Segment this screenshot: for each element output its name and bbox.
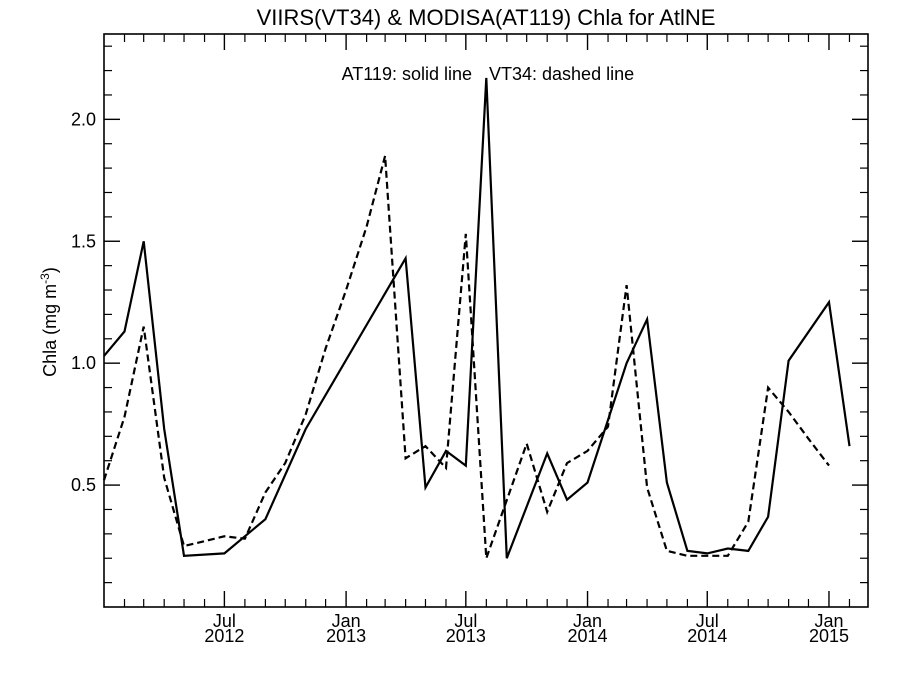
x-tick-label-year: 2013 bbox=[446, 626, 486, 646]
axes: 0.51.01.52.0Jul2012Jan2013Jul2013Jan2014… bbox=[71, 34, 868, 646]
y-tick-label: 0.5 bbox=[71, 475, 96, 495]
y-tick-label: 1.0 bbox=[71, 353, 96, 373]
x-tick-label-month: Jan bbox=[814, 611, 843, 631]
chart-title: VIIRS(VT34) & MODISA(AT119) Chla for Atl… bbox=[257, 5, 716, 30]
x-tick-label-year: 2015 bbox=[809, 626, 849, 646]
x-tick-label-year: 2012 bbox=[204, 626, 244, 646]
annotation-solid: AT119: solid line bbox=[342, 64, 472, 84]
y-tick-label: 1.5 bbox=[71, 231, 96, 251]
y-axis-label-close: ) bbox=[40, 267, 60, 273]
x-tick-label-month: Jan bbox=[332, 611, 361, 631]
x-tick-label-month: Jul bbox=[213, 611, 236, 631]
data-series bbox=[102, 77, 851, 559]
x-tick-label-year: 2013 bbox=[326, 626, 366, 646]
y-axis-label: Chla (mg m-3) bbox=[38, 267, 60, 377]
y-axis-label-exponent: -3 bbox=[38, 273, 52, 284]
x-tick-label-month: Jul bbox=[454, 611, 477, 631]
annotation-dashed: VT34: dashed line bbox=[489, 64, 634, 84]
plot-frame bbox=[103, 33, 869, 608]
x-tick-label-month: Jan bbox=[573, 611, 602, 631]
series-line-at119 bbox=[103, 77, 851, 559]
x-tick-label-year: 2014 bbox=[568, 626, 608, 646]
x-tick-label-month: Jul bbox=[696, 611, 719, 631]
y-tick-label: 2.0 bbox=[71, 109, 96, 129]
x-tick-label-year: 2014 bbox=[687, 626, 727, 646]
series-line-vt34 bbox=[102, 155, 830, 559]
y-axis-label-main: Chla (mg m bbox=[40, 284, 60, 377]
